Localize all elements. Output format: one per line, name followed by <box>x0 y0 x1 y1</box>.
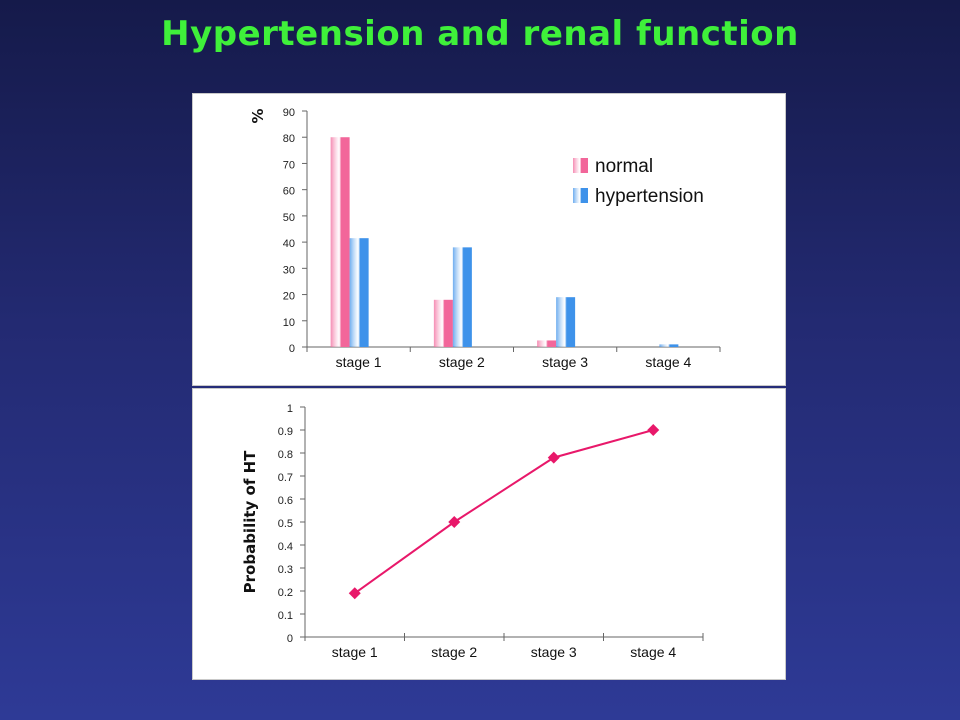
y-tick-label: 0.7 <box>278 472 293 484</box>
data-point-stage-1 <box>348 587 361 600</box>
data-point-stage-3 <box>547 451 560 464</box>
y-tick-label: 0.3 <box>278 564 293 576</box>
y-tick-label: 0.2 <box>278 587 293 599</box>
y-tick-label: 0.5 <box>278 518 293 530</box>
bar-hypertension-stage-3 <box>556 297 576 347</box>
line-chart: 0 0.1 0.2 0.3 0.4 0.5 0.6 0.7 0.8 0.9 1 stage 1 stag… <box>241 403 704 660</box>
x-tick-label: stage 4 <box>645 354 691 370</box>
y-tick-label: 0.4 <box>278 541 293 553</box>
x-tick-label: stage 2 <box>439 354 485 370</box>
y-tick-label: 60 <box>283 186 295 198</box>
y-tick-label: 0 <box>287 633 293 645</box>
x-tick-label: stage 3 <box>542 354 588 370</box>
x-tick-label: stage 1 <box>332 644 378 660</box>
x-tick-label: stage 3 <box>531 644 577 660</box>
y-tick-label: 30 <box>283 264 295 276</box>
legend-label-hypertension: hypertension <box>595 186 704 207</box>
slide-title: Hypertension and renal function <box>161 14 799 54</box>
y-tick-label: 50 <box>283 212 295 224</box>
bar-chart-panel: 0 10 20 30 40 50 60 70 80 90 stage 1 stage 2 stage 3… <box>192 93 786 386</box>
y-tick-label: 70 <box>283 159 295 171</box>
x-tick-label: stage 1 <box>336 354 382 370</box>
data-point-stage-2 <box>448 516 461 528</box>
y-axis-label: % <box>249 108 267 123</box>
y-tick-label: 1 <box>287 403 293 415</box>
x-tick-label: stage 2 <box>431 644 477 660</box>
legend-swatch-hypertension <box>573 188 588 203</box>
y-tick-label: 0.8 <box>278 449 293 461</box>
bar-hypertension-stage-4 <box>659 344 679 347</box>
y-tick-label: 90 <box>283 107 295 119</box>
bar-chart: 0 10 20 30 40 50 60 70 80 90 stage 1 stage 2 stage 3… <box>249 107 721 370</box>
data-point-stage-4 <box>647 424 660 436</box>
legend-label-normal: normal <box>595 156 653 177</box>
x-tick-label: stage 4 <box>630 644 676 660</box>
legend-swatch-normal <box>573 158 588 173</box>
y-tick-label: 40 <box>283 238 295 250</box>
y-tick-label: 80 <box>283 133 295 145</box>
bar-normal-stage-2 <box>433 299 453 347</box>
y-tick-label: 20 <box>283 291 295 303</box>
y-tick-label: 10 <box>283 317 295 329</box>
y-axis-label: Probability of HT <box>241 450 259 593</box>
bar-hypertension-stage-1 <box>349 238 369 347</box>
y-tick-label: 0.9 <box>278 426 293 438</box>
bar-normal-stage-3 <box>537 340 557 347</box>
y-tick-label: 0 <box>289 343 295 355</box>
y-tick-label: 0.6 <box>278 495 293 507</box>
bar-hypertension-stage-2 <box>452 247 472 347</box>
y-tick-label: 0.1 <box>278 610 293 622</box>
line-chart-panel: 0 0.1 0.2 0.3 0.4 0.5 0.6 0.7 0.8 0.9 1 stage 1 stag… <box>192 388 786 680</box>
bar-normal-stage-1 <box>330 137 350 347</box>
series-line <box>354 429 654 595</box>
